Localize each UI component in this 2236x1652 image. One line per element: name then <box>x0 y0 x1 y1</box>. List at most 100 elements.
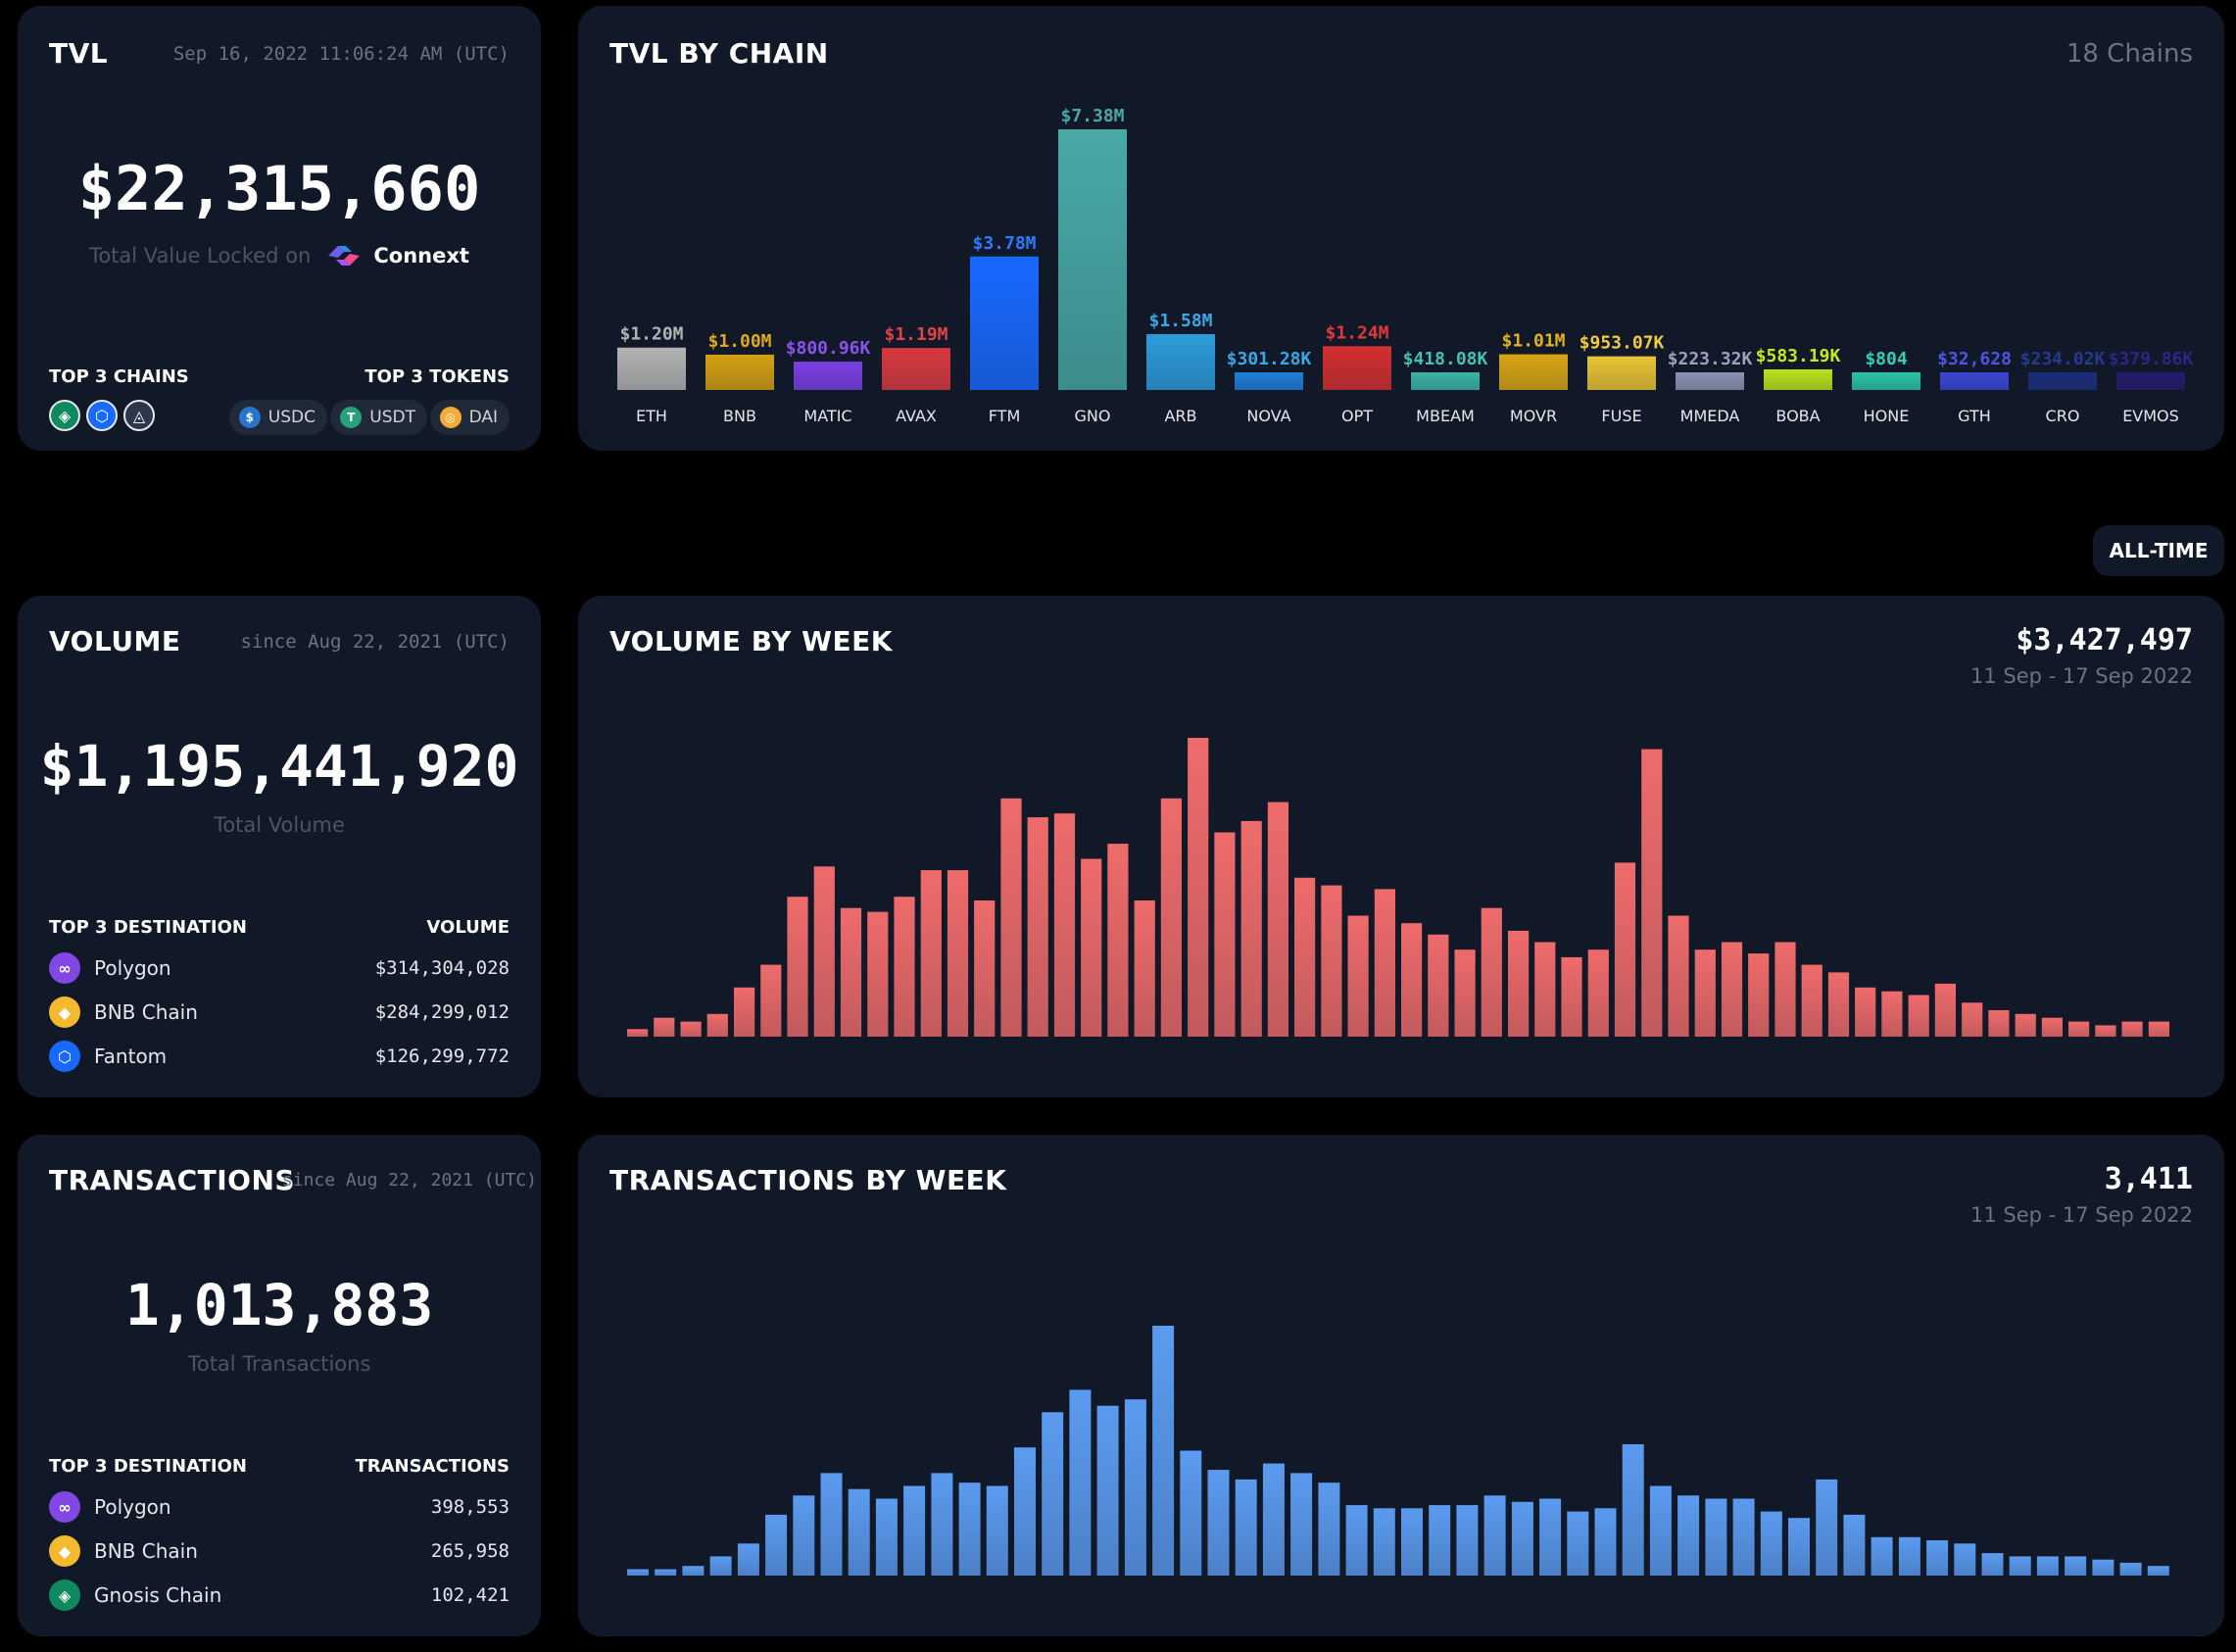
volume-week-bar[interactable] <box>1107 844 1129 1037</box>
transactions-week-bar[interactable] <box>1235 1479 1257 1576</box>
volume-week-bar[interactable] <box>1214 832 1236 1038</box>
volume-week-bar[interactable] <box>1454 949 1476 1037</box>
transactions-week-bar[interactable] <box>1483 1495 1506 1576</box>
transactions-week-bar[interactable] <box>2036 1556 2059 1576</box>
volume-week-bar[interactable] <box>920 870 942 1037</box>
transactions-week-bar[interactable] <box>1649 1485 1672 1577</box>
transactions-week-bar[interactable] <box>986 1485 1008 1577</box>
volume-week-bar[interactable] <box>1748 953 1770 1037</box>
transactions-week-bar[interactable] <box>1180 1450 1202 1577</box>
volume-week-bar[interactable] <box>1347 915 1369 1038</box>
transactions-week-bar[interactable] <box>2119 1562 2142 1576</box>
volume-week-bar[interactable] <box>1668 915 1689 1038</box>
volume-week-bar[interactable] <box>654 1017 675 1037</box>
tvl-bar-ftm[interactable] <box>970 256 1039 390</box>
transactions-week-bar[interactable] <box>2147 1566 2169 1576</box>
tvl-bar-opt[interactable] <box>1323 346 1391 390</box>
volume-week-bar[interactable] <box>2068 1021 2090 1037</box>
transactions-week-bar[interactable] <box>1981 1553 2004 1576</box>
tvl-bar-cro[interactable] <box>2028 372 2097 390</box>
transactions-week-bar[interactable] <box>2065 1556 2087 1576</box>
volume-week-bar[interactable] <box>867 911 889 1037</box>
transactions-week-bar[interactable] <box>1345 1505 1368 1576</box>
volume-week-bar[interactable] <box>2041 1017 2063 1037</box>
volume-week-bar[interactable] <box>1508 930 1530 1037</box>
transactions-week-bar[interactable] <box>875 1498 898 1577</box>
volume-week-bar[interactable] <box>1962 1002 1983 1037</box>
transactions-week-bar[interactable] <box>1732 1498 1755 1577</box>
transactions-week-bar[interactable] <box>1124 1399 1146 1576</box>
volume-week-bar[interactable] <box>974 900 996 1037</box>
transactions-week-bar[interactable] <box>1262 1463 1285 1576</box>
transactions-week-bar[interactable] <box>1042 1412 1064 1576</box>
transactions-week-bar[interactable] <box>1318 1482 1340 1576</box>
volume-week-bar[interactable] <box>706 1013 728 1037</box>
transactions-week-bar[interactable] <box>1594 1508 1617 1576</box>
volume-week-bar[interactable] <box>1534 942 1556 1038</box>
transactions-week-bar[interactable] <box>1152 1326 1175 1576</box>
tvl-bar-gno[interactable] <box>1058 129 1127 390</box>
tvl-bar-nova[interactable] <box>1235 372 1303 390</box>
transactions-week-bar[interactable] <box>1207 1470 1230 1576</box>
transactions-week-bar[interactable] <box>765 1514 788 1576</box>
volume-week-bar[interactable] <box>1160 798 1182 1037</box>
transactions-week-bar[interactable] <box>1539 1498 1562 1577</box>
volume-week-bar[interactable] <box>813 866 835 1037</box>
transactions-week-bar[interactable] <box>1926 1540 1949 1576</box>
volume-week-bar[interactable] <box>627 1029 649 1037</box>
volume-week-bar[interactable] <box>734 987 755 1037</box>
transactions-week-bar[interactable] <box>1898 1536 1920 1576</box>
transactions-week-bar[interactable] <box>627 1569 649 1577</box>
tvl-bar-eth[interactable] <box>617 347 686 390</box>
transactions-week-bar[interactable] <box>1567 1511 1589 1576</box>
volume-week-bar[interactable] <box>1641 749 1663 1037</box>
transactions-week-bar[interactable] <box>1456 1505 1479 1576</box>
volume-week-bar[interactable] <box>1134 900 1155 1037</box>
transactions-week-bar[interactable] <box>1954 1543 1976 1576</box>
transactions-week-bar[interactable] <box>793 1495 815 1576</box>
volume-week-bar[interactable] <box>1240 820 1262 1037</box>
transactions-week-bar[interactable] <box>655 1569 677 1577</box>
volume-week-bar[interactable] <box>894 897 915 1037</box>
volume-week-bar[interactable] <box>2148 1021 2169 1037</box>
transactions-week-bar[interactable] <box>1677 1495 1700 1576</box>
tvl-bar-avax[interactable] <box>882 348 950 390</box>
volume-week-bar[interactable] <box>1774 942 1796 1038</box>
volume-week-bar[interactable] <box>1053 813 1076 1037</box>
tvl-bar-gth[interactable] <box>1940 372 2009 390</box>
tvl-bar-bnb[interactable] <box>705 354 774 390</box>
volume-week-bar[interactable] <box>1374 889 1395 1037</box>
volume-week-bar[interactable] <box>1428 934 1449 1037</box>
transactions-week-bar[interactable] <box>709 1556 732 1576</box>
tvl-bar-mmeda[interactable] <box>1676 372 1744 390</box>
volume-week-bar[interactable] <box>1934 983 1956 1037</box>
volume-week-bar[interactable] <box>1321 885 1342 1037</box>
volume-week-bar[interactable] <box>947 870 969 1037</box>
transactions-week-bar[interactable] <box>1401 1508 1423 1576</box>
tvl-bar-hone[interactable] <box>1852 372 1920 390</box>
volume-week-bar[interactable] <box>1587 949 1609 1037</box>
transactions-week-bar[interactable] <box>848 1488 870 1576</box>
transactions-week-bar[interactable] <box>1511 1501 1533 1576</box>
transactions-week-bar[interactable] <box>1788 1518 1810 1576</box>
transactions-week-bar[interactable] <box>1816 1479 1838 1576</box>
transactions-week-bar[interactable] <box>903 1485 926 1577</box>
transactions-week-bar[interactable] <box>737 1543 759 1576</box>
volume-week-bar[interactable] <box>680 1021 702 1037</box>
volume-week-bar[interactable] <box>2095 1025 2116 1037</box>
transactions-week-bar[interactable] <box>2092 1559 2114 1576</box>
tvl-bar-movr[interactable] <box>1499 354 1568 390</box>
tvl-bar-arb[interactable] <box>1146 334 1215 390</box>
volume-week-bar[interactable] <box>1188 738 1209 1037</box>
volume-week-bar[interactable] <box>1401 923 1423 1037</box>
volume-week-bar[interactable] <box>1561 956 1582 1037</box>
all-time-button[interactable]: ALL-TIME <box>2093 525 2224 576</box>
transactions-week-bar[interactable] <box>820 1473 843 1576</box>
transactions-week-bar[interactable] <box>1871 1536 1893 1576</box>
volume-week-bar[interactable] <box>1721 942 1743 1038</box>
transactions-week-bar[interactable] <box>1760 1511 1782 1576</box>
volume-week-bar[interactable] <box>1827 972 1850 1037</box>
volume-week-bar[interactable] <box>1855 987 1876 1037</box>
volume-week-bar[interactable] <box>2121 1021 2143 1037</box>
transactions-week-bar[interactable] <box>1429 1505 1451 1576</box>
